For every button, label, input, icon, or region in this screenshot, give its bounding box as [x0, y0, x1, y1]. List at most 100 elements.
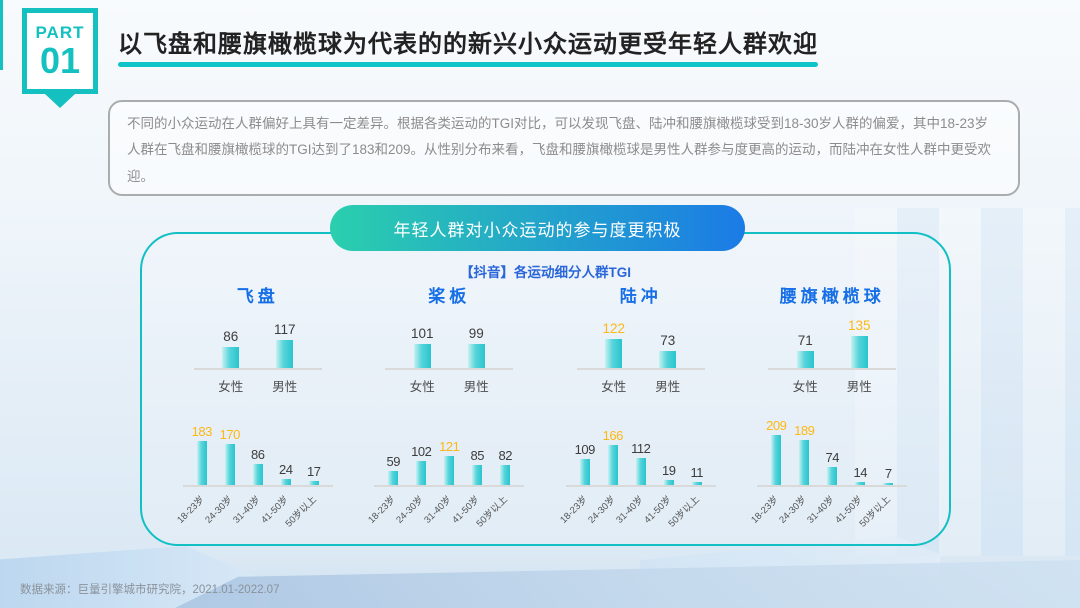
- bar-group: 71: [778, 333, 832, 368]
- bar: [799, 439, 810, 485]
- value-label: 209: [766, 417, 787, 433]
- value-label: 19: [662, 463, 676, 479]
- bar-group: 102: [407, 444, 435, 485]
- data-source-note: 数据来源：巨量引擎城市研究院，2021.01-2022.07: [20, 584, 280, 596]
- bar: [196, 441, 207, 485]
- sport-column: 飞盘 86 117 女性 男性 183 170 86 24 17 18-23岁 24-30岁 31-40…: [162, 282, 354, 535]
- category-labels: 女性 男性: [768, 376, 896, 395]
- bar-group: 209: [762, 418, 790, 485]
- sport-title: 桨板: [428, 287, 471, 306]
- age-bar-chart: 59 102 121 85 82 18-23岁 24-30岁 31-40岁 41-50岁 50岁以…: [354, 415, 546, 535]
- category-label-text: 女性: [792, 380, 818, 394]
- sport-title: 陆冲: [619, 287, 662, 306]
- bar: [579, 458, 590, 485]
- age-bar-chart: 183 170 86 24 17 18-23岁 24-30岁 31-40岁 41-50岁 50岁以…: [162, 415, 354, 535]
- bar-group: 85: [463, 448, 491, 485]
- category-label: 女性: [778, 376, 832, 395]
- bar: [222, 347, 240, 368]
- bar-group: 122: [587, 321, 641, 368]
- bar-axis: 101 99: [385, 312, 514, 370]
- bar-group: 82: [491, 448, 519, 485]
- bar: [796, 351, 814, 368]
- bar: [659, 350, 677, 368]
- category-label-text: 男性: [846, 380, 872, 394]
- bar: [500, 465, 511, 485]
- value-label: 86: [223, 329, 239, 345]
- bar-group: 99: [449, 326, 503, 368]
- category-labels: 18-23岁 24-30岁 31-40岁 41-50岁 50岁以上: [175, 489, 333, 535]
- category-label: 女性: [204, 376, 258, 395]
- category-label: 50岁以上: [858, 489, 897, 535]
- category-label-text: 男性: [655, 380, 681, 394]
- bar-group: 19: [655, 463, 683, 485]
- category-label-text: 男性: [272, 380, 298, 394]
- bar: [855, 481, 866, 485]
- category-labels: 18-23岁 24-30岁 31-40岁 41-50岁 50岁以上: [749, 489, 907, 535]
- value-label: 99: [468, 326, 484, 342]
- bar: [663, 480, 674, 485]
- charts-grid: 飞盘 86 117 女性 男性 183 170 86 24 17 18-23岁 24-30岁 31-40…: [162, 282, 928, 535]
- bar-group: 101: [395, 326, 449, 368]
- value-label: 135: [847, 317, 871, 333]
- bar-group: 59: [379, 454, 407, 485]
- panel-pill-title: 年轻人群对小众运动的参与度更积极: [330, 205, 745, 251]
- value-label: 11: [690, 465, 704, 481]
- category-label: 50岁以上: [475, 489, 514, 535]
- bar: [416, 460, 427, 485]
- bar: [388, 470, 399, 485]
- value-label: 14: [853, 464, 868, 480]
- bar-axis: 59 102 121 85 82: [374, 415, 525, 487]
- bar: [280, 479, 291, 485]
- chart-subtitle: 【抖音】各运动细分人群TGI: [460, 265, 631, 280]
- category-label-text: 女性: [409, 380, 435, 394]
- sport-column: 陆冲 122 73 女性 男性 109 166 112 19 11 18-23岁 24-30岁 31-4…: [545, 282, 737, 535]
- gender-bar-chart: 122 73 女性 男性: [545, 312, 737, 395]
- bar: [472, 464, 483, 485]
- category-labels: 女性 男性: [385, 376, 513, 395]
- category-label-text: 18-23岁: [557, 494, 590, 526]
- category-label: 男性: [641, 376, 695, 395]
- value-label: 17: [307, 463, 321, 479]
- value-label: 166: [602, 428, 624, 444]
- sport-title: 腰旗橄榄球: [779, 287, 885, 306]
- bar: [413, 343, 431, 368]
- intro-text-box: 不同的小众运动在人群偏好上具有一定差异。根据各类运动的TGI对比，可以发现飞盘、…: [108, 100, 1020, 196]
- bar-group: 166: [599, 428, 627, 485]
- bar: [252, 464, 263, 485]
- badge-arrow-icon: [45, 94, 75, 108]
- bar-group: 73: [641, 333, 695, 368]
- sport-column: 腰旗橄榄球 71 135 女性 男性 209 189 74 14 7 18-23岁 24-30岁 31-…: [737, 282, 929, 535]
- bar-group: 117: [258, 322, 312, 368]
- bar: [607, 445, 618, 485]
- category-label: 50岁以上: [283, 489, 323, 535]
- gender-bar-chart: 86 117 女性 男性: [162, 312, 354, 395]
- value-label: 121: [439, 439, 460, 454]
- bar-group: 14: [846, 465, 874, 485]
- bar: [771, 434, 782, 485]
- value-label: 122: [602, 320, 626, 336]
- value-label: 7: [884, 466, 892, 482]
- value-label: 170: [219, 427, 241, 443]
- bar: [691, 482, 702, 485]
- category-labels: 女性 男性: [577, 376, 705, 395]
- value-label: 59: [386, 453, 401, 469]
- age-bar-chart: 209 189 74 14 7 18-23岁 24-30岁 31-40岁 41-50岁 50岁以上: [737, 415, 929, 535]
- bar-group: 86: [204, 329, 258, 368]
- bar-axis: 109 166 112 19 11: [565, 415, 716, 487]
- value-label: 109: [574, 441, 596, 457]
- page-title: 以飞盘和腰旗橄榄球为代表的的新兴小众运动更受年轻人群欢迎: [118, 31, 818, 58]
- bar: [883, 483, 894, 485]
- value-label: 183: [191, 424, 213, 440]
- value-label: 189: [794, 422, 815, 438]
- part-badge-label: PART: [35, 22, 85, 42]
- category-label-text: 18-23岁: [174, 494, 207, 526]
- bar: [635, 458, 646, 485]
- value-label: 82: [498, 448, 513, 464]
- bar-group: 17: [300, 464, 328, 485]
- bar: [467, 344, 485, 368]
- category-label: 男性: [832, 376, 886, 395]
- left-edge-accent-line: [0, 0, 3, 70]
- category-label: 男性: [449, 376, 503, 395]
- bar: [605, 338, 623, 368]
- value-label: 117: [273, 321, 296, 337]
